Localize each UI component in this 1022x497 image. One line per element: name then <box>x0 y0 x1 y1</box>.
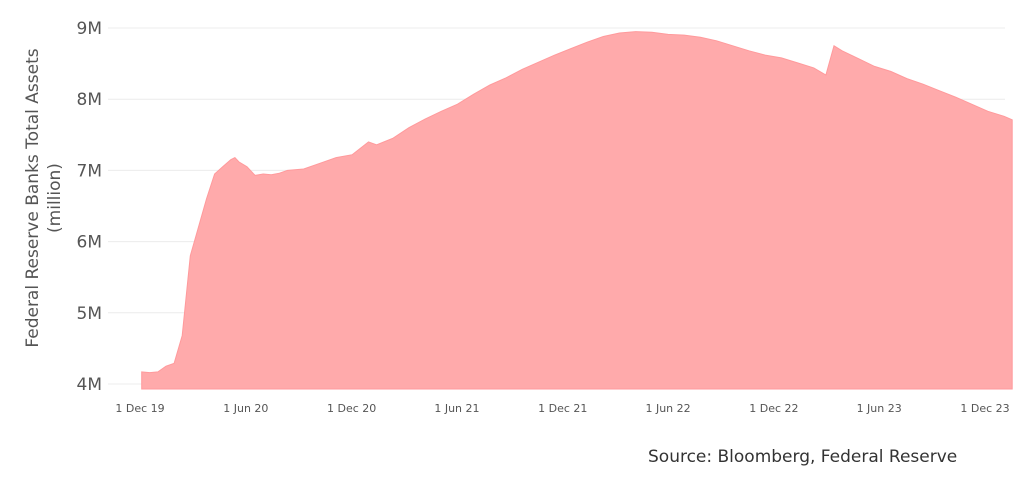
y-tick-label: 8M <box>77 90 102 110</box>
x-tick-label: 1 Jun 23 <box>857 402 902 415</box>
y-axis-ticks: 4M 5M 6M 7M 8M 9M <box>77 19 102 395</box>
y-tick-label: 6M <box>77 233 102 253</box>
x-tick-label: 1 Dec 21 <box>538 402 587 415</box>
x-tick-label: 1 Jun 20 <box>223 402 268 415</box>
y-tick-label: 7M <box>77 161 102 181</box>
y-tick-label: 5M <box>77 304 102 324</box>
y-axis-label: Federal Reserve Banks Total Assets <box>23 48 43 347</box>
y-tick-label: 4M <box>77 375 102 395</box>
area-series-0 <box>141 31 1013 390</box>
source-note: Source: Bloomberg, Federal Reserve <box>648 447 958 467</box>
x-tick-label: 1 Jun 21 <box>434 402 479 415</box>
y-axis-unit-label: (million) <box>45 163 65 233</box>
x-tick-label: 1 Dec 19 <box>115 402 164 415</box>
x-tick-label: 1 Dec 20 <box>327 402 376 415</box>
y-tick-label: 9M <box>77 19 102 39</box>
x-axis-ticks: 1 Dec 19 1 Jun 20 1 Dec 20 1 Jun 21 1 Dec 21… <box>115 402 1009 415</box>
x-tick-label: 1 Dec 22 <box>749 402 798 415</box>
x-tick-label: 1 Dec 23 <box>960 402 1009 415</box>
plot-area <box>141 31 1013 390</box>
x-tick-label: 1 Jun 22 <box>645 402 690 415</box>
